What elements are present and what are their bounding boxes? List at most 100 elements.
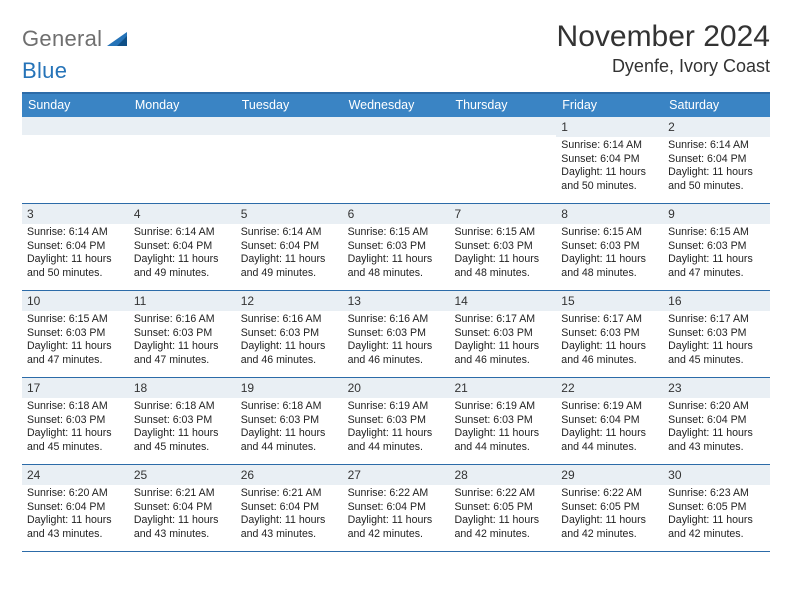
daylight-text: and 42 minutes. <box>348 528 445 542</box>
day-cell: 2 Sunrise: 6:14 AMSunset: 6:04 PMDaylight… <box>663 117 770 203</box>
day-cell: 25Sunrise: 6:21 AMSunset: 6:04 PMDayligh… <box>129 465 236 551</box>
day-number: 6 <box>343 204 450 224</box>
sunrise-text: Sunrise: 6:15 AM <box>348 226 445 240</box>
sunset-text: Sunset: 6:05 PM <box>454 501 551 515</box>
day-cell: 8Sunrise: 6:15 AMSunset: 6:03 PMDaylight… <box>556 204 663 290</box>
day-cell: 5Sunrise: 6:14 AMSunset: 6:04 PMDaylight… <box>236 204 343 290</box>
day-details: Sunrise: 6:15 AMSunset: 6:03 PMDaylight:… <box>556 224 663 280</box>
day-cell: 3Sunrise: 6:14 AMSunset: 6:04 PMDaylight… <box>22 204 129 290</box>
day-details: Sunrise: 6:16 AMSunset: 6:03 PMDaylight:… <box>236 311 343 367</box>
calendar-page: General Blue November 2024 Dyenfe, Ivory… <box>0 0 792 562</box>
daylight-text: and 44 minutes. <box>454 441 551 455</box>
day-number: 1 <box>556 117 663 137</box>
day-details: Sunrise: 6:18 AMSunset: 6:03 PMDaylight:… <box>236 398 343 454</box>
sunset-text: Sunset: 6:03 PM <box>241 414 338 428</box>
sunrise-text: Sunrise: 6:20 AM <box>27 487 124 501</box>
day-number: 9 <box>663 204 770 224</box>
sunset-text: Sunset: 6:03 PM <box>348 327 445 341</box>
day-number: 19 <box>236 378 343 398</box>
day-number: 27 <box>343 465 450 485</box>
day-cell: 21Sunrise: 6:19 AMSunset: 6:03 PMDayligh… <box>449 378 556 464</box>
daylight-text: Daylight: 11 hours <box>27 427 124 441</box>
sunrise-text: Sunrise: 6:16 AM <box>134 313 231 327</box>
sunrise-text: Sunrise: 6:22 AM <box>348 487 445 501</box>
day-number: 2 <box>663 117 770 137</box>
daylight-text: and 43 minutes. <box>668 441 765 455</box>
daylight-text: Daylight: 11 hours <box>668 253 765 267</box>
daylight-text: and 45 minutes. <box>134 441 231 455</box>
sunset-text: Sunset: 6:03 PM <box>668 240 765 254</box>
sunset-text: Sunset: 6:04 PM <box>561 414 658 428</box>
daylight-text: Daylight: 11 hours <box>668 514 765 528</box>
day-details: Sunrise: 6:14 AMSunset: 6:04 PMDaylight:… <box>129 224 236 280</box>
sunset-text: Sunset: 6:04 PM <box>134 501 231 515</box>
sunset-text: Sunset: 6:03 PM <box>348 414 445 428</box>
day-details: Sunrise: 6:17 AMSunset: 6:03 PMDaylight:… <box>663 311 770 367</box>
daylight-text: Daylight: 11 hours <box>668 166 765 180</box>
daylight-text: and 46 minutes. <box>348 354 445 368</box>
day-cell: 17Sunrise: 6:18 AMSunset: 6:03 PMDayligh… <box>22 378 129 464</box>
daylight-text: and 48 minutes. <box>454 267 551 281</box>
sunset-text: Sunset: 6:03 PM <box>561 327 658 341</box>
day-number: 7 <box>449 204 556 224</box>
sunset-text: Sunset: 6:03 PM <box>454 414 551 428</box>
day-number: 11 <box>129 291 236 311</box>
sunrise-text: Sunrise: 6:15 AM <box>27 313 124 327</box>
day-cell: 14Sunrise: 6:17 AMSunset: 6:03 PMDayligh… <box>449 291 556 377</box>
daylight-text: and 46 minutes. <box>241 354 338 368</box>
day-cell: 27Sunrise: 6:22 AMSunset: 6:04 PMDayligh… <box>343 465 450 551</box>
sunset-text: Sunset: 6:04 PM <box>241 501 338 515</box>
day-number: 20 <box>343 378 450 398</box>
sunrise-text: Sunrise: 6:21 AM <box>241 487 338 501</box>
sunset-text: Sunset: 6:03 PM <box>454 327 551 341</box>
day-cell: 12Sunrise: 6:16 AMSunset: 6:03 PMDayligh… <box>236 291 343 377</box>
day-cell: 1Sunrise: 6:14 AMSunset: 6:04 PMDaylight… <box>556 117 663 203</box>
sunset-text: Sunset: 6:04 PM <box>348 501 445 515</box>
sunrise-text: Sunrise: 6:16 AM <box>241 313 338 327</box>
day-number: 10 <box>22 291 129 311</box>
day-details: Sunrise: 6:18 AMSunset: 6:03 PMDaylight:… <box>129 398 236 454</box>
day-details: Sunrise: 6:15 AMSunset: 6:03 PMDaylight:… <box>343 224 450 280</box>
sunrise-text: Sunrise: 6:14 AM <box>668 139 765 153</box>
day-details: Sunrise: 6:22 AMSunset: 6:05 PMDaylight:… <box>556 485 663 541</box>
day-number <box>236 117 343 135</box>
day-number: 22 <box>556 378 663 398</box>
daylight-text: Daylight: 11 hours <box>241 340 338 354</box>
sunset-text: Sunset: 6:03 PM <box>134 414 231 428</box>
day-cell: 29Sunrise: 6:22 AMSunset: 6:05 PMDayligh… <box>556 465 663 551</box>
day-number: 28 <box>449 465 556 485</box>
logo-text-blue: Blue <box>22 58 67 83</box>
daylight-text: and 50 minutes. <box>561 180 658 194</box>
daylight-text: and 43 minutes. <box>241 528 338 542</box>
daylight-text: and 45 minutes. <box>27 441 124 455</box>
day-cell: 30Sunrise: 6:23 AMSunset: 6:05 PMDayligh… <box>663 465 770 551</box>
day-number: 23 <box>663 378 770 398</box>
sunrise-text: Sunrise: 6:22 AM <box>454 487 551 501</box>
daylight-text: and 49 minutes. <box>241 267 338 281</box>
day-number: 29 <box>556 465 663 485</box>
sunrise-text: Sunrise: 6:19 AM <box>348 400 445 414</box>
daylight-text: and 45 minutes. <box>668 354 765 368</box>
sunset-text: Sunset: 6:04 PM <box>668 153 765 167</box>
daylight-text: and 43 minutes. <box>134 528 231 542</box>
day-number <box>449 117 556 135</box>
day-details: Sunrise: 6:19 AMSunset: 6:03 PMDaylight:… <box>449 398 556 454</box>
day-details: Sunrise: 6:20 AMSunset: 6:04 PMDaylight:… <box>663 398 770 454</box>
day-details: Sunrise: 6:16 AMSunset: 6:03 PMDaylight:… <box>129 311 236 367</box>
daylight-text: and 44 minutes. <box>561 441 658 455</box>
daylight-text: and 42 minutes. <box>561 528 658 542</box>
day-cell-empty <box>236 117 343 203</box>
day-cell: 19Sunrise: 6:18 AMSunset: 6:03 PMDayligh… <box>236 378 343 464</box>
daylight-text: Daylight: 11 hours <box>348 340 445 354</box>
day-details: Sunrise: 6:17 AMSunset: 6:03 PMDaylight:… <box>556 311 663 367</box>
day-number <box>22 117 129 135</box>
day-details: Sunrise: 6:19 AMSunset: 6:04 PMDaylight:… <box>556 398 663 454</box>
location: Dyenfe, Ivory Coast <box>557 56 770 77</box>
sunset-text: Sunset: 6:03 PM <box>561 240 658 254</box>
sunset-text: Sunset: 6:04 PM <box>27 501 124 515</box>
day-details: Sunrise: 6:22 AMSunset: 6:04 PMDaylight:… <box>343 485 450 541</box>
daylight-text: Daylight: 11 hours <box>348 514 445 528</box>
daylight-text: and 44 minutes. <box>348 441 445 455</box>
sunrise-text: Sunrise: 6:17 AM <box>561 313 658 327</box>
daylight-text: and 50 minutes. <box>27 267 124 281</box>
